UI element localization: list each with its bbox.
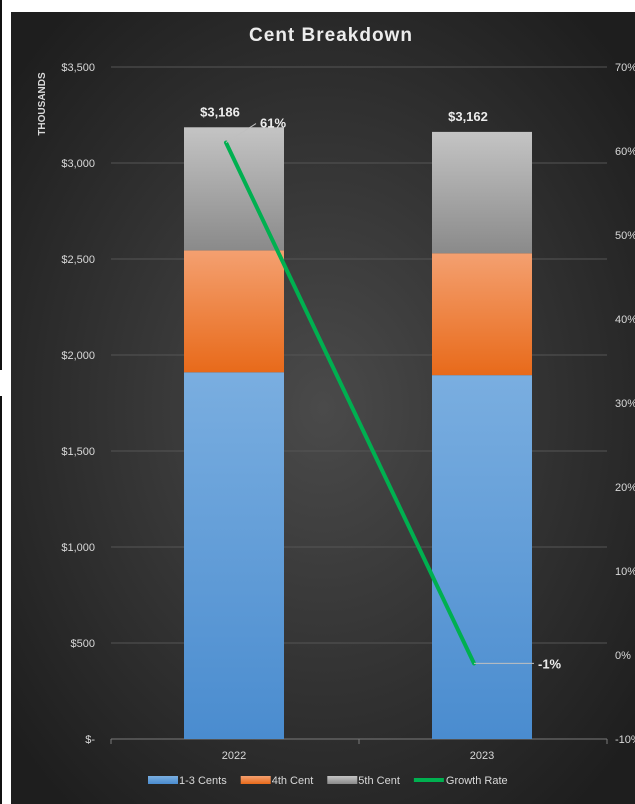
bar-segment xyxy=(184,250,284,373)
y2-tick-label: -10% xyxy=(615,734,635,746)
y2-tick-label: 0% xyxy=(615,650,631,662)
legend-swatch xyxy=(148,776,178,784)
y-tick-label: $500 xyxy=(71,638,95,650)
chart-background xyxy=(11,12,635,804)
y-tick-label: $1,000 xyxy=(61,542,95,554)
chart-svg: Cent Breakdown THOUSANDS $- $500 $1,000 $1,… xyxy=(11,12,635,804)
bar-segment xyxy=(184,372,284,739)
total-label: $3,186 xyxy=(200,104,240,119)
y2-tick-label: 70% xyxy=(615,62,635,74)
left-edge-line xyxy=(0,396,2,804)
legend-label: 5th Cent xyxy=(358,775,400,787)
x-tick-label: 2023 xyxy=(470,750,494,762)
y2-tick-label: 40% xyxy=(615,314,635,326)
chart-title: Cent Breakdown xyxy=(249,25,413,46)
legend-swatch xyxy=(240,776,271,784)
y-tick-label: $- xyxy=(85,734,95,746)
legend-label: 4th Cent xyxy=(272,775,314,787)
total-label: $3,162 xyxy=(448,109,488,124)
growth-rate-line xyxy=(224,140,476,666)
growth-rate-label: -1% xyxy=(538,656,562,671)
y2-tick-label: 20% xyxy=(615,482,635,494)
y-tick-label: $3,500 xyxy=(61,62,95,74)
y-tick-label: $3,000 xyxy=(61,158,95,170)
leader-line xyxy=(225,123,257,144)
y2-tick-label: 50% xyxy=(615,230,635,242)
legend-label: Growth Rate xyxy=(446,775,508,787)
y-tick-label: $1,500 xyxy=(61,446,95,458)
y-axis-label: THOUSANDS xyxy=(37,72,48,136)
bar-segment xyxy=(432,131,532,254)
y-tick-label: $2,000 xyxy=(61,350,95,362)
legend-label: 1-3 Cents xyxy=(179,775,227,787)
left-edge-line xyxy=(0,0,2,370)
x-tick-label: 2022 xyxy=(222,750,246,762)
y-tick-label: $2,500 xyxy=(61,254,95,266)
bar-segment xyxy=(432,375,532,739)
growth-rate-label: 61% xyxy=(260,116,286,131)
y2-tick-label: 10% xyxy=(615,566,635,578)
y2-tick-label: 60% xyxy=(615,146,635,158)
chart-area: Cent Breakdown THOUSANDS $- $500 $1,000 $1,… xyxy=(11,12,635,804)
legend-swatch xyxy=(327,776,358,784)
y2-tick-label: 30% xyxy=(615,398,635,410)
bar-segment xyxy=(432,253,532,376)
